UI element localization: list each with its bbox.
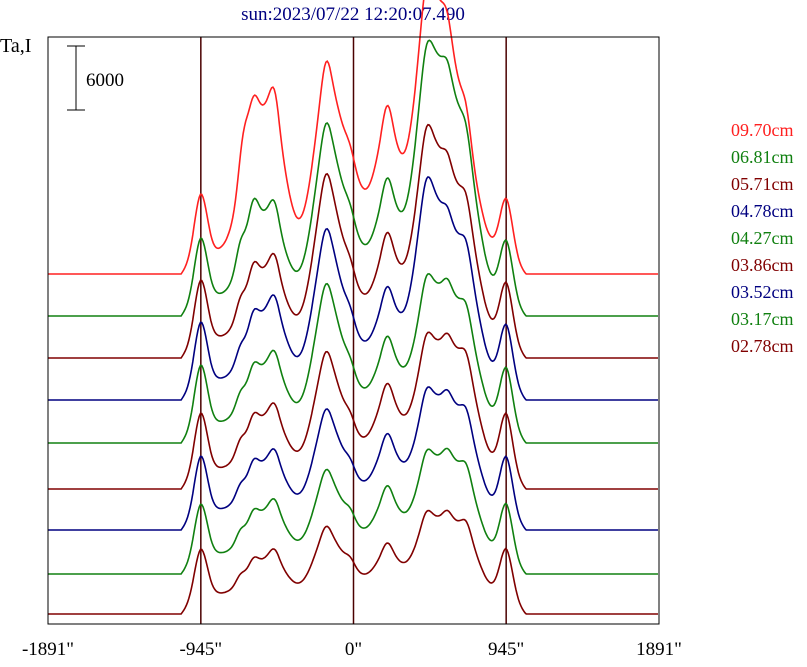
x-tick-label-0: -1891" — [22, 639, 74, 660]
chart-title: sun:2023/07/22 12:20:07.490 — [241, 4, 465, 25]
x-tick-label-1: -945" — [180, 639, 223, 660]
x-tick-labels: -1891" -945" 0" 945" 1891" — [22, 639, 682, 660]
series-line-04.78cm — [48, 175, 658, 401]
x-tick-label-3: 945" — [488, 639, 524, 660]
x-tick-label-2: 0" — [345, 639, 362, 660]
series-line-03.17cm — [48, 447, 658, 575]
legend-entry-6: 03.52cm — [731, 282, 794, 302]
plot-frame — [47, 36, 660, 625]
legend-entry-7: 03.17cm — [731, 309, 794, 329]
scale-bar — [67, 45, 85, 111]
series-line-09.70cm — [48, 0, 658, 275]
x-tick-label-4: 1891" — [636, 639, 682, 660]
legend-entry-4: 04.27cm — [731, 228, 794, 248]
marker-lines — [200, 37, 507, 624]
series-line-06.81cm — [48, 39, 658, 317]
y-axis-label: Ta,I — [0, 35, 31, 57]
series-line-02.78cm — [48, 509, 658, 615]
legend-entry-8: 02.78cm — [731, 336, 794, 356]
scale-bar-label: 6000 — [86, 70, 124, 91]
legend-entry-5: 03.86cm — [731, 255, 794, 275]
series-line-03.52cm — [48, 386, 658, 531]
series-line-03.86cm — [48, 331, 658, 490]
legend-entry-0: 09.70cm — [731, 120, 794, 140]
series-lines — [48, 0, 658, 615]
series-line-05.71cm — [48, 123, 658, 359]
legend-entry-3: 04.78cm — [731, 201, 794, 221]
legend-entry-1: 06.81cm — [731, 147, 794, 167]
legend-entry-2: 05.71cm — [731, 174, 794, 194]
legend: 09.70cm 06.81cm 05.71cm 04.78cm 04.27cm 03.86… — [731, 120, 794, 356]
series-line-04.27cm — [48, 273, 658, 444]
